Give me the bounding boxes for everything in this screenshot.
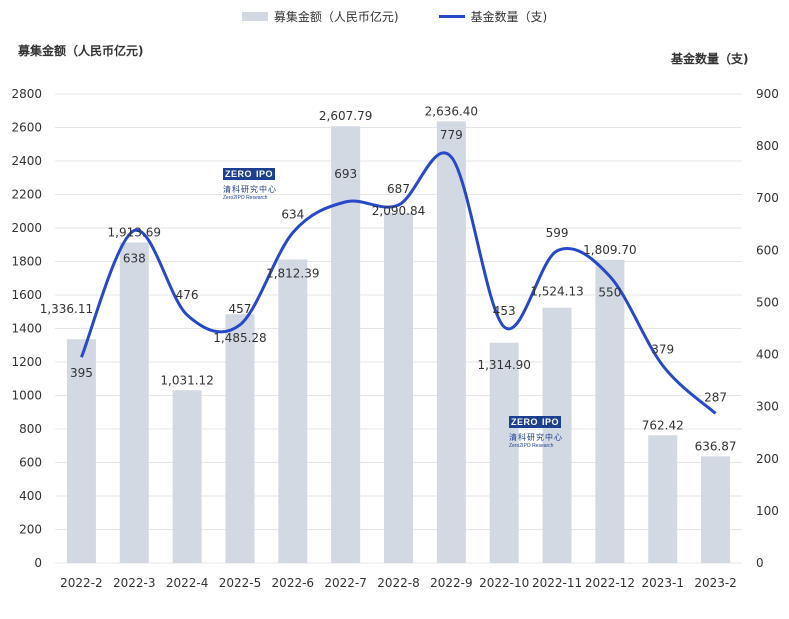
watermark-en-text: Zero2IPO Research: [509, 443, 554, 449]
line-value-label: 476: [176, 288, 199, 302]
x-tick-label: 2023-1: [641, 576, 684, 590]
bar-value-label: 2,090.84: [372, 204, 425, 218]
legend-line-label: 基金数量（支): [470, 10, 548, 24]
x-tick-label: 2022-7: [324, 576, 367, 590]
right-tick-label: 0: [756, 556, 764, 570]
bar: [595, 259, 625, 563]
right-tick-label: 600: [756, 243, 779, 257]
left-tick-label: 0: [34, 556, 42, 570]
bar: [66, 339, 96, 563]
line-value-label: 457: [229, 302, 252, 316]
bar: [384, 212, 413, 563]
right-tick-label: 800: [756, 139, 779, 153]
x-tick-label: 2022-9: [430, 576, 473, 590]
bar: [225, 314, 255, 563]
left-tick-label: 2400: [11, 154, 42, 168]
line-value-label: 634: [281, 208, 304, 222]
line-value-label: 287: [704, 390, 727, 404]
right-axis-title: 基金数量（支): [671, 52, 749, 66]
watermark-logo-2: ZERO IPO 清科研究中心 Zero2IPO Research: [509, 412, 563, 449]
bar-value-label: 1,314.90: [477, 358, 530, 372]
left-tick-label: 600: [19, 456, 42, 470]
left-tick-label: 1600: [11, 288, 42, 302]
bar: [436, 121, 466, 563]
watermark-mark-left: ZERO: [509, 416, 541, 428]
left-tick-label: 2200: [11, 188, 42, 202]
bar-value-label: 2,636.40: [425, 104, 478, 118]
x-tick-label: 2022-8: [377, 576, 420, 590]
line-value-label: 693: [334, 167, 357, 181]
watermark-mark-right: IPO: [540, 416, 562, 428]
x-tick-label: 2022-3: [113, 576, 156, 590]
bar: [542, 307, 572, 563]
left-tick-label: 1000: [11, 389, 42, 403]
x-tick-label: 2022-5: [219, 576, 262, 590]
legend-bar-swatch: [241, 12, 268, 21]
left-axis-title: 募集金额（人民币亿元): [18, 44, 144, 58]
legend-bar-label: 募集金额（人民币亿元): [273, 10, 399, 24]
line-value-label: 779: [440, 128, 463, 142]
bar-value-label: 1,524.13: [530, 285, 583, 299]
x-tick-label: 2022-4: [166, 576, 209, 590]
right-tick-label: 500: [756, 295, 779, 309]
x-tick-label: 2022-11: [532, 576, 582, 590]
x-tick-label: 2022-2: [60, 576, 103, 590]
watermark-en-text: Zero2IPO Research: [223, 195, 268, 201]
right-tick-label: 900: [756, 87, 779, 101]
left-tick-label: 1200: [11, 355, 42, 369]
bar-value-label: 1,485.28: [213, 331, 266, 345]
watermark-mark-right: IPO: [254, 168, 276, 180]
right-tick-label: 700: [756, 191, 779, 205]
bar: [489, 342, 519, 563]
line-value-label: 550: [598, 285, 621, 299]
line-value-label: 453: [493, 304, 516, 318]
legend-item-bar: 募集金额（人民币亿元): [241, 8, 399, 25]
left-tick-label: 2000: [11, 221, 42, 235]
watermark-cn-text: 清科研究中心: [223, 185, 277, 194]
left-tick-label: 2800: [11, 87, 42, 101]
bar: [172, 390, 202, 563]
right-tick-label: 400: [756, 348, 779, 362]
line-value-label: 379: [651, 342, 674, 356]
right-tick-label: 100: [756, 504, 779, 518]
x-tick-label: 2023-2: [694, 576, 737, 590]
bar-value-label: 1,031.12: [160, 373, 213, 387]
line-value-label: 395: [70, 366, 93, 380]
left-tick-label: 200: [19, 523, 42, 537]
bar: [278, 259, 308, 563]
watermark-mark-left: ZERO: [223, 168, 255, 180]
legend-line-swatch: [438, 15, 465, 18]
left-tick-label: 1800: [11, 255, 42, 269]
bar: [119, 242, 149, 564]
left-tick-label: 2600: [11, 121, 42, 135]
bar: [648, 435, 678, 563]
bar-value-label: 762.42: [642, 418, 684, 432]
x-tick-label: 2022-12: [585, 576, 635, 590]
watermark-logo-1: ZERO IPO 清科研究中心 Zero2IPO Research: [223, 164, 277, 201]
line-value-label: 687: [387, 182, 410, 196]
chart-legend: 募集金额（人民币亿元) 基金数量（支): [0, 8, 789, 25]
fund-count-line: [80, 151, 717, 415]
bar-value-label: 1,812.39: [266, 266, 319, 280]
line-value-label: 638: [123, 252, 146, 266]
left-tick-label: 1400: [11, 322, 42, 336]
left-tick-label: 800: [19, 422, 42, 436]
x-tick-label: 2022-6: [272, 576, 315, 590]
bar: [331, 126, 361, 563]
line-value-label: 599: [546, 226, 569, 240]
bar-value-label: 2,607.79: [319, 109, 372, 123]
bar-value-label: 1,809.70: [583, 243, 636, 257]
x-tick-label: 2022-10: [479, 576, 529, 590]
bar: [701, 456, 731, 563]
right-tick-label: 200: [756, 452, 779, 466]
bar-value-label: 1,913.69: [108, 225, 161, 239]
legend-item-line: 基金数量（支): [438, 8, 548, 25]
right-tick-label: 300: [756, 400, 779, 414]
left-tick-label: 400: [19, 489, 42, 503]
bar-value-label: 636.87: [695, 439, 737, 453]
bar-value-label: 1,336.11: [40, 302, 93, 316]
watermark-cn-text: 清科研究中心: [509, 433, 563, 442]
